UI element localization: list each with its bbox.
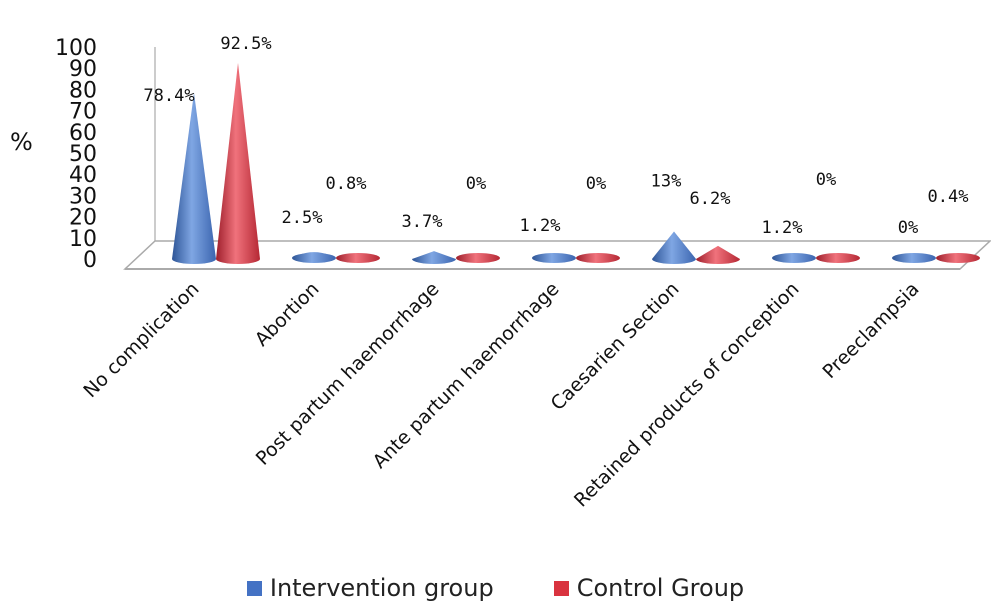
x-tick-label: Abortion	[251, 278, 324, 351]
y-tick-label: 60	[69, 121, 97, 146]
data-label: 1.2%	[520, 216, 561, 236]
legend: Intervention group Control Group	[0, 574, 991, 602]
data-label: 2.5%	[282, 208, 323, 228]
y-tick-label: 0	[83, 248, 97, 273]
y-tick-label: 100	[55, 36, 97, 61]
y-tick-label: 80	[69, 78, 97, 103]
cone-intervention	[532, 253, 576, 263]
y-tick-label: 90	[69, 57, 97, 82]
data-labels: 78.4% 92.5% 2.5%0.8% 3.7% 0% 1.2% 0% 13% 6.2% 1.2…	[143, 34, 968, 238]
cone-control	[456, 253, 500, 263]
cone-control	[576, 253, 620, 263]
legend-item-intervention: Intervention group	[246, 574, 494, 602]
data-label: 3.7%	[402, 212, 443, 232]
data-label: 0%	[898, 218, 918, 238]
y-tick-label: 70	[69, 100, 97, 125]
cone-control	[816, 253, 860, 263]
data-label: 92.5%	[220, 34, 271, 54]
data-label: 0%	[586, 174, 606, 194]
cone-intervention	[172, 92, 216, 265]
legend-label-control: Control Group	[576, 574, 745, 602]
cone-control	[696, 245, 740, 264]
y-tick-label: 40	[69, 163, 97, 188]
legend-swatch-control	[553, 580, 569, 596]
x-tick-label: Preeclampsia	[818, 278, 923, 383]
y-axis-label: %	[10, 128, 33, 156]
cone-intervention	[892, 253, 936, 263]
y-tick-label: 20	[69, 206, 97, 231]
data-label: 78.4%	[143, 86, 194, 106]
cone-intervention	[772, 253, 816, 263]
data-label: 0%	[816, 170, 836, 190]
legend-label-intervention: Intervention group	[269, 574, 494, 602]
cone-control	[336, 253, 380, 263]
data-label: 6.2%	[690, 189, 731, 209]
data-label: 13%	[651, 171, 682, 191]
cone-intervention	[412, 251, 456, 264]
cone-control	[936, 253, 980, 263]
data-marks	[172, 62, 980, 265]
x-tick-label: Retained products of conception	[570, 278, 804, 512]
y-tick-label: 30	[69, 184, 97, 209]
data-label: 0%	[466, 174, 486, 194]
cone-control	[216, 62, 260, 265]
x-tick-label: Caesarien Section	[547, 278, 684, 415]
data-label: 0.8%	[326, 174, 367, 194]
y-tick-label: 50	[69, 142, 97, 167]
cone-intervention	[292, 252, 336, 263]
y-tick-label: 10	[69, 227, 97, 252]
x-tick-label: No complication	[79, 278, 203, 402]
legend-item-control: Control Group	[553, 574, 745, 602]
cone-intervention	[652, 231, 696, 264]
data-label: 0.4%	[928, 187, 969, 207]
data-label: 1.2%	[762, 218, 803, 238]
legend-swatch-intervention	[246, 580, 262, 596]
